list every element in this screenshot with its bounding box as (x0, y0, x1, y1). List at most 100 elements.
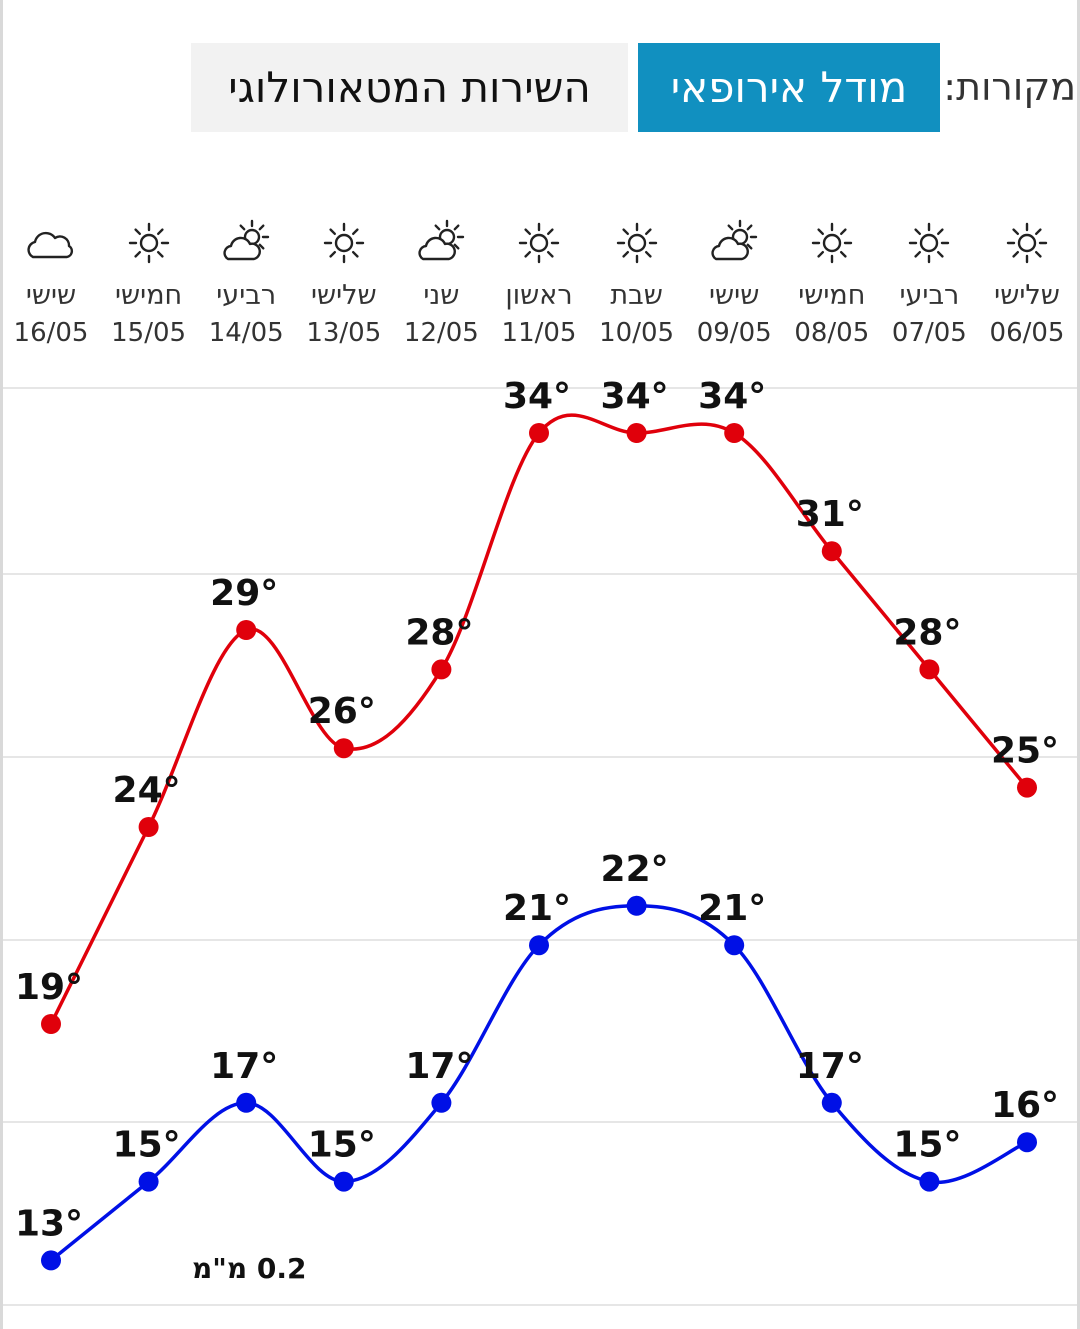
right-border (1077, 0, 1080, 1329)
day-column: חמישי 15/05 (99, 215, 199, 349)
sources-selector: מקורות: מודל אירופאי השירות המטאורולוגי (0, 43, 1080, 132)
min-temperature-point (431, 1092, 452, 1113)
min-temperature-label: 17° (210, 1046, 278, 1087)
day-name: שישי (25, 280, 77, 311)
max-temperature-point (529, 423, 549, 443)
left-border (0, 0, 3, 1329)
min-temperature-point (626, 895, 647, 916)
max-temperature-line (49, 413, 1029, 1025)
max-temperature-point (138, 817, 159, 837)
sun-icon (121, 215, 177, 271)
sun-icon (609, 215, 665, 271)
min-temperature-label: 21° (698, 888, 766, 929)
max-temperature-point (236, 620, 257, 640)
min-temperature-point (41, 1250, 61, 1271)
day-date: 09/05 (696, 318, 772, 348)
min-temperature-label: 15° (308, 1125, 376, 1166)
max-temperature-point (626, 423, 647, 443)
min-temperature-label: 13° (15, 1203, 83, 1244)
day-name: ראשון (505, 280, 573, 311)
day-column: חמישי 08/05 (782, 215, 882, 349)
day-date: 16/05 (13, 318, 89, 348)
day-column: שלישי 13/05 (294, 215, 394, 349)
min-temperature-point (138, 1171, 159, 1192)
max-temperature-label: 28° (893, 612, 961, 653)
tab-european-model[interactable]: מודל אירופאי (638, 43, 940, 132)
day-date: 11/05 (501, 318, 577, 348)
max-temperature-label: 31° (796, 494, 864, 535)
tab-meteorological-service[interactable]: השירות המטאורולוגי (191, 43, 628, 132)
max-temperature-point (333, 738, 354, 759)
partly-cloudy-icon (218, 215, 274, 271)
max-temperature-label: 24° (113, 770, 181, 811)
min-temperature-label: 17° (405, 1046, 473, 1087)
precipitation-label: 0.2 מ"מ (192, 1252, 307, 1285)
header-divider (3, 387, 1077, 389)
max-temperature-point (919, 659, 940, 680)
day-date: 14/05 (208, 318, 284, 348)
max-temperature-point (1017, 777, 1037, 798)
day-column: שישי 16/05 (1, 215, 101, 349)
day-name: שני (423, 280, 460, 311)
min-temperature-label: 22° (601, 849, 669, 890)
min-temperature-point (236, 1092, 257, 1113)
max-temperature-point (821, 541, 842, 562)
day-name: שבת (610, 280, 663, 311)
sun-icon (511, 215, 567, 271)
min-temperature-point (724, 935, 745, 956)
day-date: 06/05 (989, 318, 1065, 348)
day-date: 07/05 (891, 318, 967, 348)
day-name: שישי (709, 280, 760, 311)
day-date: 12/05 (403, 318, 479, 348)
min-temperature-point (821, 1092, 842, 1113)
day-column: שני 12/05 (391, 215, 491, 349)
max-temperature-point (724, 423, 745, 443)
cloud-icon (23, 215, 79, 271)
sun-icon (901, 215, 957, 271)
day-name: חמישי (115, 280, 183, 311)
sun-icon (999, 215, 1055, 271)
max-temperature-point (431, 659, 452, 680)
day-date: 15/05 (111, 318, 187, 348)
min-temperature-label: 21° (503, 888, 571, 929)
day-date: 13/05 (306, 318, 382, 348)
day-column: שלישי 06/05 (977, 215, 1077, 349)
day-column: רביעי 14/05 (196, 215, 296, 349)
day-column: שישי 09/05 (684, 215, 784, 349)
max-temperature-label: 29° (210, 573, 278, 614)
day-name: חמישי (798, 280, 866, 311)
day-column: שבת 10/05 (587, 215, 687, 349)
day-name: רביעי (899, 280, 960, 311)
days-header: שלישי 06/05 רביעי 07/05 חמישי 08/05 שישי 09/05 ש… (0, 215, 1080, 365)
min-temperature-label: 15° (113, 1125, 181, 1166)
min-temperature-label: 15° (893, 1125, 961, 1166)
min-temperature-point (333, 1171, 354, 1192)
min-temperature-point (529, 935, 549, 956)
partly-cloudy-icon (706, 215, 762, 271)
max-temperature-label: 25° (991, 731, 1059, 772)
min-temperature-label: 16° (991, 1085, 1059, 1126)
min-temperature-point (1017, 1132, 1037, 1153)
max-temperature-point (41, 1014, 61, 1034)
max-temperature-label: 28° (405, 612, 473, 653)
day-name: רביעי (216, 280, 277, 311)
day-name: שלישי (310, 280, 377, 311)
sun-icon (316, 215, 372, 271)
min-temperature-point (919, 1171, 940, 1192)
day-date: 08/05 (794, 318, 870, 348)
day-column: רביעי 07/05 (879, 215, 979, 349)
sun-icon (804, 215, 860, 271)
partly-cloudy-icon (413, 215, 469, 271)
max-temperature-label: 19° (15, 967, 83, 1008)
day-date: 10/05 (599, 318, 675, 348)
min-temperature-line (49, 904, 1028, 1262)
max-temperature-label: 34° (503, 376, 571, 417)
max-temperature-label: 26° (308, 691, 376, 732)
max-temperature-label: 34° (601, 376, 669, 417)
min-temperature-label: 17° (796, 1046, 864, 1087)
day-column: ראשון 11/05 (489, 215, 589, 349)
max-temperature-label: 34° (698, 376, 766, 417)
sources-label: מקורות: (943, 65, 1076, 109)
day-name: שלישי (994, 280, 1060, 311)
